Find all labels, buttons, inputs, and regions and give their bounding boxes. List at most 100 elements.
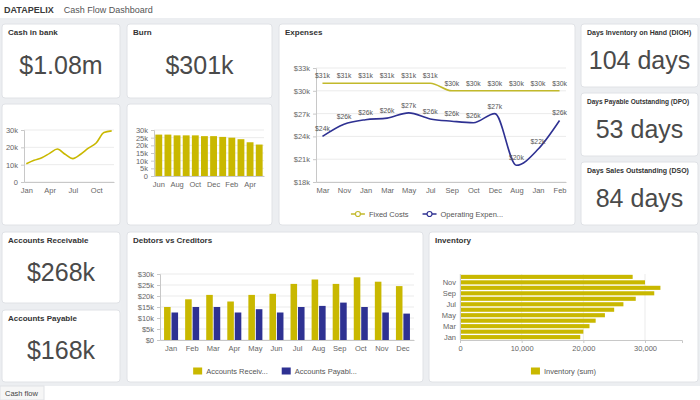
bar bbox=[403, 314, 410, 340]
tick: Jun bbox=[153, 180, 165, 189]
tick: Sep bbox=[446, 186, 459, 195]
card bbox=[2, 24, 120, 98]
chart: Debtors vs Creditors$0$5k$10k$15k$20k$25… bbox=[127, 232, 423, 382]
tick: $27k bbox=[294, 110, 316, 119]
tick-mark bbox=[151, 161, 154, 162]
tick-label: Jan bbox=[444, 333, 456, 342]
bar bbox=[227, 302, 234, 341]
tick: Nov bbox=[338, 186, 352, 195]
tick: $10k bbox=[138, 314, 160, 323]
tick-label: 0 bbox=[458, 344, 462, 353]
bar bbox=[247, 142, 254, 176]
value-axis: $18k$21k$24k$27k$30k$33k bbox=[294, 64, 317, 187]
bar bbox=[460, 324, 590, 328]
kpi-value: 53 days bbox=[596, 115, 684, 143]
bar bbox=[206, 295, 213, 340]
tick-mark bbox=[157, 307, 160, 308]
tick: Sep bbox=[333, 344, 346, 353]
data-label: $27k bbox=[401, 102, 416, 109]
tick-mark bbox=[645, 340, 646, 343]
tick-mark bbox=[157, 274, 160, 275]
grid bbox=[160, 274, 414, 340]
bar bbox=[248, 295, 255, 340]
tick: $20k bbox=[138, 292, 160, 301]
tick: 0 bbox=[458, 340, 462, 353]
tick: May bbox=[248, 344, 262, 353]
tick-mark bbox=[21, 147, 24, 148]
bar bbox=[235, 313, 242, 341]
kpi-card: Accounts Payable$168k bbox=[2, 310, 120, 382]
tick: $0 bbox=[146, 336, 160, 345]
bar bbox=[460, 319, 596, 323]
tab-label[interactable]: Cash flow bbox=[5, 389, 39, 398]
data-label: $27k bbox=[488, 103, 503, 110]
value-axis: $0$5k$10k$15k$20k$25k$30k bbox=[138, 270, 161, 345]
tick-label: Jul bbox=[69, 186, 79, 195]
tick-label: Mar bbox=[317, 186, 330, 195]
tick-label: Jul bbox=[293, 344, 303, 353]
data-label: $30k bbox=[466, 80, 481, 87]
plot-area bbox=[322, 83, 559, 165]
axis-line bbox=[460, 275, 461, 341]
tick-label: May bbox=[402, 186, 416, 195]
legend-item: Inventory (sum) bbox=[531, 367, 597, 376]
tick-label: May bbox=[248, 344, 262, 353]
tick: $25k bbox=[138, 281, 160, 290]
axis-line bbox=[25, 182, 115, 183]
tick-label: Aug bbox=[510, 186, 523, 195]
tick-label: Jan bbox=[360, 186, 372, 195]
chart-title: Expenses bbox=[285, 28, 323, 37]
legend-marker bbox=[193, 368, 202, 375]
tick-label: 30,000 bbox=[634, 344, 657, 353]
data-label: $20k bbox=[509, 154, 524, 161]
legend-marker bbox=[355, 212, 360, 217]
tick-label: $25k bbox=[138, 281, 155, 290]
tick: Dec bbox=[207, 180, 221, 189]
bar bbox=[238, 139, 245, 176]
kpi-card: Accounts Receivable$268k bbox=[2, 232, 120, 303]
tick-mark bbox=[151, 145, 154, 146]
tick-mark bbox=[21, 165, 24, 166]
bar bbox=[298, 307, 305, 340]
tick-mark bbox=[151, 153, 154, 154]
data-label: $30k bbox=[552, 80, 567, 87]
tick: Nov bbox=[443, 278, 457, 287]
category-axis: MarNovJanMarMayJulSepOctDecAugJanFeb bbox=[317, 183, 567, 196]
grid bbox=[460, 274, 645, 340]
tick: $33k bbox=[294, 64, 316, 73]
tick-label: 0 bbox=[144, 172, 148, 181]
tick-label: May bbox=[442, 311, 456, 320]
tick-label: Aug bbox=[170, 180, 183, 189]
bar bbox=[354, 277, 361, 340]
tick: Mar bbox=[207, 344, 220, 353]
tick-label: Oct bbox=[355, 344, 368, 353]
tick: 20,000 bbox=[572, 340, 595, 353]
tick: Aug bbox=[312, 344, 325, 353]
tick-label: Jan bbox=[21, 186, 33, 195]
tick: May bbox=[442, 311, 456, 320]
bar bbox=[460, 313, 605, 317]
data-label: $31k bbox=[401, 72, 416, 79]
tick-label: 10k bbox=[6, 161, 18, 170]
tab[interactable] bbox=[0, 386, 44, 400]
tick: 30,000 bbox=[634, 340, 657, 353]
bar bbox=[460, 335, 580, 339]
tick: Apr bbox=[228, 344, 240, 353]
grid-line bbox=[160, 274, 414, 275]
kpi-card: Days Inventory on Hand (DIOH)104 days bbox=[581, 24, 698, 87]
data-label: $30k bbox=[509, 80, 524, 87]
tick-label: $21k bbox=[294, 155, 311, 164]
tick-label: Oct bbox=[189, 180, 202, 189]
tick: $21k bbox=[294, 155, 316, 164]
tick: 30k bbox=[6, 126, 24, 135]
grid-line bbox=[460, 274, 461, 340]
tick: $18k bbox=[294, 178, 316, 187]
bar bbox=[333, 284, 340, 340]
card bbox=[127, 24, 272, 98]
footer: Cash flow bbox=[0, 386, 700, 400]
tick-mark bbox=[157, 340, 160, 341]
legend: Fixed CostsOperating Expen... bbox=[351, 210, 503, 219]
card bbox=[2, 104, 120, 225]
tick-label: Mar bbox=[381, 186, 394, 195]
tick: 10k bbox=[6, 161, 24, 170]
